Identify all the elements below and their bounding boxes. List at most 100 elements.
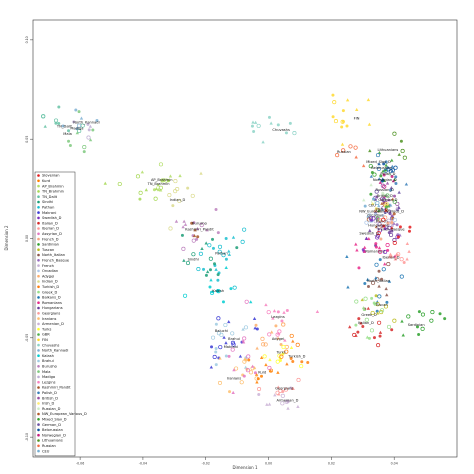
data-point [331,93,335,97]
data-point [374,242,378,246]
data-point [384,163,388,167]
legend-entry: Turkish_D [41,285,59,289]
legend-swatch [37,327,40,331]
data-point [378,180,383,184]
legend-swatch [37,359,40,363]
data-point [365,277,370,281]
data-point [224,354,228,358]
data-point [82,150,86,154]
legend-swatch [37,317,40,320]
data-point [341,109,345,113]
data-point [275,390,280,395]
data-point [276,123,280,127]
legend-entry: Kashmiri_Pandit [42,386,71,390]
data-point [279,342,283,346]
data-point [277,353,282,358]
point-label: German_D [378,198,397,202]
point-label: Lithuanians [378,148,399,152]
point-label: Kalash [212,289,224,293]
data-point [214,208,218,212]
point-label: Sardinian [408,323,425,327]
point-label: Makrani [224,345,238,349]
data-point [135,174,141,179]
data-point [255,346,259,350]
legend-entry: Adygei [42,274,54,278]
data-point [407,249,411,253]
y-tick-label: 0.05 [25,136,29,143]
data-point [366,306,370,310]
point-label: Tuscan [374,303,387,307]
data-point [368,228,372,232]
axis-ticks: -0.06 -0.04 -0.02 0.00 0.02 0.04 0.10 0.05 0.00 -… [25,36,398,465]
data-point [392,318,397,323]
data-point [420,312,426,317]
data-point [249,300,253,304]
data-point [223,322,228,328]
data-point [57,122,61,126]
legend-swatch [37,306,40,310]
data-point [380,308,385,313]
data-point [205,228,209,232]
legend-entry: Lithuanians [42,439,63,443]
point-label: French_Basque [378,228,406,232]
data-point [232,285,237,290]
data-point [345,124,349,128]
data-point [224,236,228,240]
data-point [241,327,245,331]
point-label: Romanians [365,249,385,253]
data-point [376,208,381,213]
data-point [392,221,396,225]
data-point [173,189,178,194]
data-point [395,223,399,227]
legend-swatch [37,380,40,384]
legend-entry: AP_Brahmin [42,184,64,188]
data-point [86,122,90,126]
data-point [392,240,397,245]
legend-swatch [37,221,40,225]
data-point [275,359,280,364]
data-point [381,197,386,202]
legend-entry: North_Italian [42,253,65,257]
data-point [241,340,246,344]
data-point [385,300,389,304]
data-point [382,173,386,177]
data-point [398,225,402,229]
data-point [246,354,251,359]
data-point [67,139,71,143]
data-point [380,207,385,211]
data-point [191,238,196,243]
data-point [369,192,373,196]
data-point [183,222,188,226]
data-point [345,254,349,259]
data-point [196,235,200,239]
data-point [260,374,264,378]
data-point [245,368,250,373]
data-point [397,190,401,194]
data-point [156,183,160,187]
data-point [209,365,214,369]
data-point [77,110,81,114]
data-point [272,309,277,313]
legend-swatch [37,386,40,389]
data-point [372,172,377,177]
data-point [386,324,392,329]
data-point [210,290,214,294]
data-point [259,355,264,359]
legend-swatch [37,285,40,289]
data-point [266,310,271,315]
data-point [345,98,350,102]
data-point [181,225,185,229]
legend-swatch [37,365,40,368]
data-point [247,358,251,362]
data-point [267,365,272,371]
data-point [382,162,386,166]
point-label: Irish_D [375,208,387,212]
legend-entry: Iberian_D [42,227,59,231]
data-point [250,364,255,368]
data-point [378,249,383,254]
data-point [443,317,447,321]
data-point [228,390,232,394]
data-point [217,249,222,254]
data-point [396,252,401,257]
